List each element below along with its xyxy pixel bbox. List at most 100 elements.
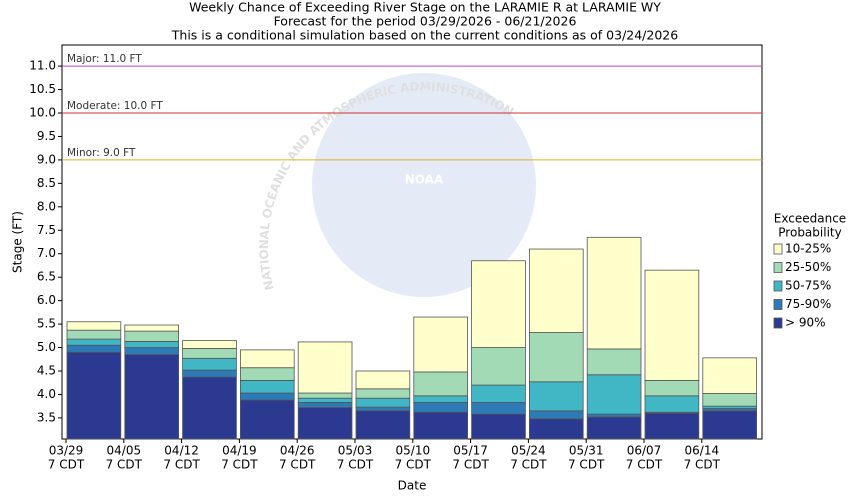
y-tick-label: 10.0 [29,106,56,120]
bar-segment [413,402,468,413]
bar-segment [413,411,468,440]
y-tick-label: 7.5 [37,223,56,237]
y-tick-label: 5.0 [37,340,56,354]
x-tick-label: 05/24 [511,444,546,458]
y-tick-label: 8.5 [37,176,56,190]
y-tick-label: 9.5 [37,129,56,143]
bar-segment [124,341,180,348]
x-tick-label: 7 CDT [510,458,547,472]
bar-segment [355,410,411,440]
bar-segment [413,395,468,403]
y-tick-label: 4.0 [37,387,56,401]
bar-segment [66,344,122,353]
legend-label: > 90% [785,316,826,330]
legend-swatch [773,280,783,292]
y-tick-label: 6.5 [37,270,56,284]
bar-segment [66,321,122,331]
bar-segment [586,374,642,415]
bar-segment [529,381,584,412]
x-tick-label: 7 CDT [221,458,258,472]
bar-segment [297,407,353,440]
legend-swatch [773,317,783,329]
bar-segment [239,392,295,401]
bar-segment [586,348,642,376]
bar-segment [586,413,642,418]
x-tick-label: 7 CDT [395,458,432,472]
bar-segment [297,341,353,394]
bar-segment [239,399,295,440]
bar-segment [471,413,526,440]
threshold-label: Minor: 9.0 FT [67,147,136,159]
bar-segment [529,410,584,420]
legend-title: Probability [778,226,841,240]
legend-swatch [773,299,783,310]
y-tick-label: 9.0 [37,152,56,166]
x-tick-label: 04/19 [222,444,257,458]
legend-label: 25-50% [785,260,831,274]
bar-segment [66,329,122,340]
bar-segment [529,332,584,383]
legend-swatch [773,262,783,273]
bar-segment [297,402,353,408]
bar-segment [529,248,584,333]
x-tick-label: 03/29 [49,444,84,458]
bar-segment [644,379,700,397]
bar-segment [644,269,700,381]
x-tick-label: 06/14 [685,444,720,458]
y-tick-label: 11.0 [29,59,56,73]
watermark-circle [312,73,536,297]
bar-segment [124,330,180,342]
bar-segment [297,392,353,399]
bar-segment [702,410,757,440]
bar-segment [182,340,237,349]
bar-segment [355,406,411,412]
x-tick-label: 7 CDT [626,458,663,472]
chart-subtitle: This is a conditional simulation based o… [171,28,678,43]
x-tick-label: 04/26 [280,444,315,458]
bar-segment [182,357,237,371]
x-axis-label: Date [398,479,427,493]
bar-segment [297,397,353,403]
legend-swatch [773,243,783,255]
bar-segment [239,349,295,369]
watermark-logo: NOAA [405,173,444,187]
bar-segment [124,347,180,355]
bar-segment [471,260,526,348]
legend-label: 75-90% [785,297,831,311]
bar-segment [66,338,122,346]
legend-title: Exceedance [774,212,846,226]
bar-segment [586,416,642,440]
y-tick-label: 6.0 [37,293,56,307]
legend-label: 50-75% [785,279,831,293]
bar-segment [471,384,526,403]
bar-segment [239,367,295,381]
x-tick-label: 7 CDT [452,458,489,472]
bar-segment [586,236,642,350]
bar-segment [355,388,411,399]
bar-segment [355,397,411,408]
bar-segment [644,395,700,413]
bar-segment [239,379,295,394]
bar-segment [182,348,237,359]
bar-segment [182,369,237,378]
bar-segment [413,316,468,373]
x-tick-label: 05/10 [396,444,431,458]
bar-segment [644,412,700,440]
x-tick-label: 7 CDT [106,458,143,472]
bar-segment [702,357,757,394]
x-tick-label: 05/17 [453,444,488,458]
bar-segment [124,324,180,332]
y-tick-label: 10.5 [29,82,56,96]
x-tick-label: 05/31 [569,444,604,458]
bar-segment [182,376,237,440]
x-tick-label: 7 CDT [337,458,374,472]
threshold-label: Major: 11.0 FT [67,53,142,65]
bar-segment [471,347,526,386]
bar-segment [355,370,411,390]
chart-title: Weekly Chance of Exceeding River Stage o… [189,0,661,15]
y-tick-label: 3.5 [37,410,56,424]
bar-segment [702,393,757,407]
threshold-label: Moderate: 10.0 FT [67,100,163,112]
y-tick-label: 4.5 [37,363,56,377]
